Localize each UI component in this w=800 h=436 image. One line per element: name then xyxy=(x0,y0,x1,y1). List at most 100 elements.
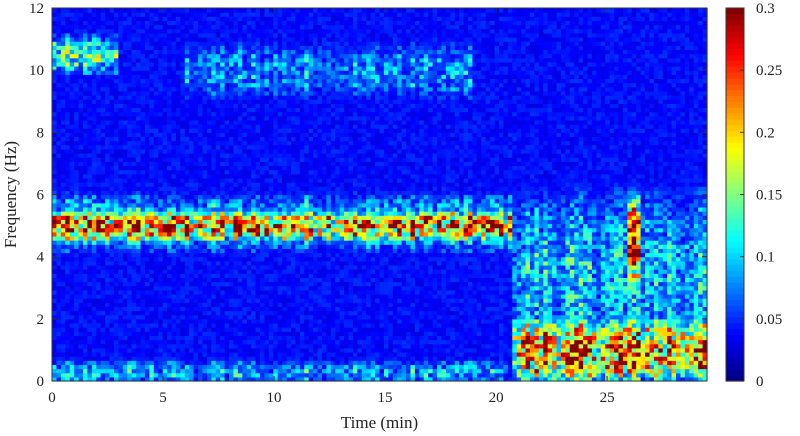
heatmap-cell xyxy=(290,61,297,67)
heatmap-cell xyxy=(246,99,252,104)
heatmap-cell xyxy=(65,227,71,233)
heatmap-cell xyxy=(220,219,226,225)
heatmap-cell xyxy=(56,8,62,13)
heatmap-cell xyxy=(100,215,106,220)
heatmap-cell xyxy=(264,20,270,26)
heatmap-cell xyxy=(149,115,155,121)
heatmap-cell xyxy=(100,331,106,337)
heatmap-cell xyxy=(246,12,252,17)
heatmap-cell xyxy=(229,57,235,63)
heatmap-cell xyxy=(251,82,257,88)
heatmap-cell xyxy=(136,252,142,258)
heatmap-cell xyxy=(113,16,119,22)
heatmap-cell xyxy=(277,343,283,349)
heatmap-cell xyxy=(78,264,84,270)
heatmap-cell xyxy=(189,322,195,328)
heatmap-cell xyxy=(180,302,186,307)
heatmap-cell xyxy=(113,99,119,104)
heatmap-cell xyxy=(246,144,252,150)
heatmap-cell xyxy=(273,99,279,104)
heatmap-cell xyxy=(69,45,75,51)
heatmap-cell xyxy=(149,293,155,299)
heatmap-cell xyxy=(127,327,133,332)
heatmap-cell xyxy=(184,351,190,357)
heatmap-cell xyxy=(215,128,221,133)
heatmap-cell xyxy=(109,32,115,38)
heatmap-cell xyxy=(122,298,128,303)
heatmap-cell xyxy=(260,103,266,109)
heatmap-cell xyxy=(91,314,97,320)
heatmap-cell xyxy=(273,368,279,374)
heatmap-cell xyxy=(290,140,297,146)
heatmap-cell xyxy=(113,182,119,187)
heatmap-cell xyxy=(69,157,75,162)
heatmap-cell xyxy=(65,95,71,100)
heatmap-cell xyxy=(118,335,124,341)
heatmap-cell xyxy=(74,74,80,80)
heatmap-cell xyxy=(65,376,71,382)
heatmap-cell xyxy=(206,252,212,258)
heatmap-cell xyxy=(237,49,243,55)
heatmap-cell xyxy=(184,372,190,378)
heatmap-cell xyxy=(246,302,252,307)
heatmap-cell xyxy=(131,376,137,382)
heatmap-cell xyxy=(202,99,208,104)
heatmap-cell xyxy=(78,45,84,51)
heatmap-cell xyxy=(91,206,97,212)
heatmap-cell xyxy=(184,45,190,51)
heatmap-cell xyxy=(189,148,195,154)
heatmap-cell xyxy=(184,173,190,179)
heatmap-cell xyxy=(74,281,80,287)
heatmap-cell xyxy=(167,231,173,237)
heatmap-cell xyxy=(69,90,75,96)
heatmap-cell xyxy=(286,153,292,158)
heatmap-cell xyxy=(220,368,226,374)
heatmap-cell xyxy=(131,289,137,295)
heatmap-cell xyxy=(255,293,261,299)
heatmap-cell xyxy=(118,186,124,191)
heatmap-cell xyxy=(189,335,195,341)
heatmap-cell xyxy=(224,57,230,63)
heatmap-cell xyxy=(260,144,266,150)
heatmap-cell xyxy=(100,32,106,38)
heatmap-cell xyxy=(100,57,106,63)
heatmap-cell xyxy=(189,343,195,349)
heatmap-cell xyxy=(136,161,142,167)
heatmap-cell xyxy=(56,277,62,283)
heatmap-cell xyxy=(260,161,266,167)
heatmap-cell xyxy=(60,235,66,241)
heatmap-cell xyxy=(295,198,301,204)
heatmap-cell xyxy=(167,144,173,150)
heatmap-cell xyxy=(175,53,181,59)
heatmap-cell xyxy=(105,186,111,191)
heatmap-cell xyxy=(193,53,199,59)
heatmap-cell xyxy=(136,302,142,307)
heatmap-cell xyxy=(74,360,80,366)
heatmap-cell xyxy=(175,273,181,278)
heatmap-cell xyxy=(122,111,128,117)
heatmap-cell xyxy=(140,148,146,154)
heatmap-cell xyxy=(233,231,239,237)
heatmap-cell xyxy=(282,227,288,233)
heatmap-cell xyxy=(220,376,226,382)
heatmap-cell xyxy=(82,8,89,13)
heatmap-cell xyxy=(180,119,186,125)
heatmap-cell xyxy=(193,49,199,55)
heatmap-cell xyxy=(206,376,212,382)
heatmap-cell xyxy=(60,132,66,138)
heatmap-cell xyxy=(69,376,75,382)
heatmap-cell xyxy=(69,20,75,26)
heatmap-cell xyxy=(167,356,173,361)
heatmap-cell xyxy=(224,12,230,17)
heatmap-cell xyxy=(171,128,177,133)
heatmap-cell xyxy=(268,182,274,187)
heatmap-cell xyxy=(255,306,261,312)
heatmap-cell xyxy=(52,215,58,220)
heatmap-cell xyxy=(229,223,235,229)
heatmap-cell xyxy=(229,351,235,357)
heatmap-cell xyxy=(65,186,71,191)
heatmap-cell xyxy=(109,335,115,341)
heatmap-cell xyxy=(113,128,119,133)
spectrogram-heatmap xyxy=(52,8,708,382)
heatmap-cell xyxy=(286,157,292,162)
